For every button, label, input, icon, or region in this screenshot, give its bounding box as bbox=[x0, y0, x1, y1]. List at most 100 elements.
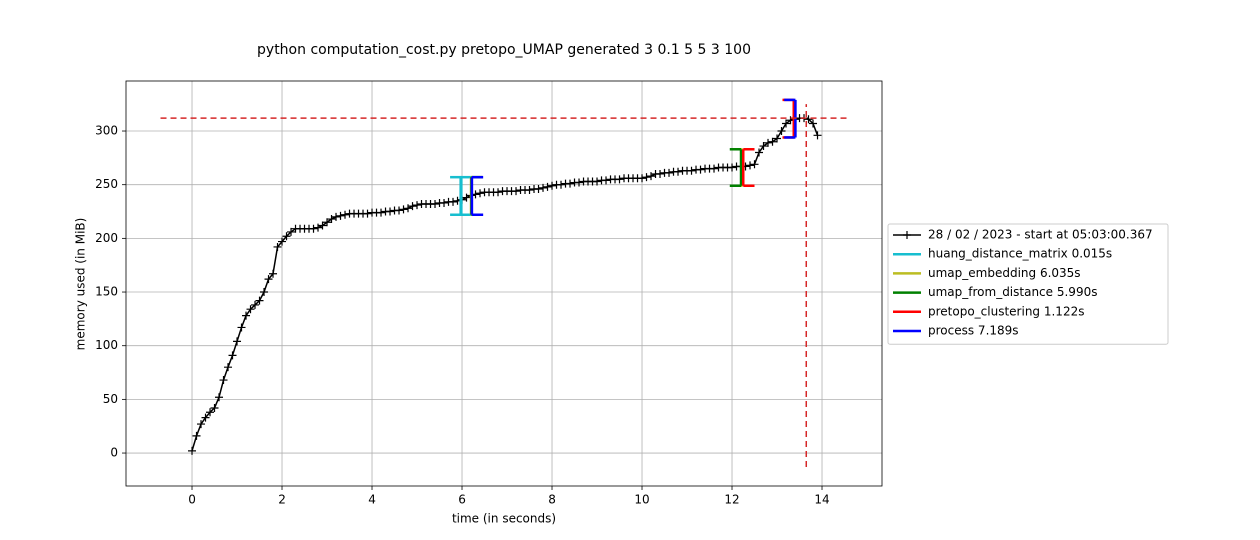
memory-marker bbox=[782, 119, 791, 128]
memory-marker bbox=[750, 160, 759, 169]
memory-marker bbox=[642, 173, 651, 182]
memory-marker bbox=[768, 137, 777, 146]
y-tick-label: 100 bbox=[95, 338, 118, 352]
memory-marker bbox=[197, 420, 206, 429]
memory-marker bbox=[278, 237, 287, 246]
memory-marker bbox=[525, 186, 534, 195]
memory-marker bbox=[395, 206, 404, 215]
memory-marker bbox=[363, 209, 372, 218]
memory-marker bbox=[206, 408, 215, 417]
memory-marker bbox=[710, 164, 719, 173]
y-axis-label: memory used (in MiB) bbox=[74, 218, 88, 351]
memory-marker bbox=[813, 131, 822, 140]
memory-marker bbox=[210, 403, 219, 412]
x-tick-label: 6 bbox=[458, 493, 466, 507]
memory-marker bbox=[593, 177, 602, 186]
memory-marker bbox=[665, 168, 674, 177]
memory-marker bbox=[251, 300, 260, 309]
memory-marker bbox=[777, 127, 786, 136]
memory-marker bbox=[539, 183, 548, 192]
memory-marker bbox=[224, 363, 233, 372]
memory-marker bbox=[377, 208, 386, 217]
memory-marker bbox=[336, 211, 345, 220]
memory-marker bbox=[246, 305, 255, 314]
memory-marker bbox=[237, 323, 246, 332]
memory-marker bbox=[543, 182, 552, 191]
x-tick-label: 10 bbox=[634, 493, 649, 507]
legend-marker bbox=[903, 231, 911, 239]
legend-label: umap_embedding 6.035s bbox=[928, 266, 1081, 280]
y-tick-label: 250 bbox=[95, 177, 118, 191]
memory-marker bbox=[602, 176, 611, 185]
x-tick-label: 2 bbox=[278, 493, 286, 507]
memory-marker bbox=[755, 148, 764, 157]
memory-marker bbox=[413, 201, 422, 210]
memory-marker bbox=[696, 165, 705, 174]
memory-marker bbox=[449, 197, 458, 206]
memory-marker bbox=[219, 376, 228, 385]
memory-marker bbox=[269, 269, 278, 278]
y-tick-label: 150 bbox=[95, 285, 118, 299]
memory-marker bbox=[255, 296, 264, 305]
memory-marker bbox=[201, 413, 210, 422]
memory-marker bbox=[192, 431, 201, 440]
memory-marker bbox=[462, 193, 471, 202]
memory-marker bbox=[318, 221, 327, 230]
memory-marker bbox=[656, 169, 665, 178]
memory-marker bbox=[323, 218, 332, 227]
memory-marker bbox=[215, 393, 224, 402]
memory-marker bbox=[764, 138, 773, 147]
x-tick-label: 12 bbox=[724, 493, 739, 507]
memory-marker bbox=[242, 311, 251, 320]
memory-marker bbox=[534, 184, 543, 193]
legend-label: umap_from_distance 5.990s bbox=[928, 285, 1097, 299]
memory-marker bbox=[728, 163, 737, 172]
chart-title: python computation_cost.py pretopo_UMAP … bbox=[257, 42, 751, 58]
memory-marker bbox=[674, 167, 683, 176]
memory-marker bbox=[431, 200, 440, 209]
legend-label: process 7.189s bbox=[928, 324, 1019, 338]
memory-marker bbox=[260, 288, 269, 297]
memory-marker bbox=[647, 172, 656, 181]
memory-marker bbox=[476, 189, 485, 198]
legend-label: huang_distance_matrix 0.015s bbox=[928, 247, 1112, 261]
y-tick-label: 50 bbox=[103, 392, 118, 406]
y-tick-label: 200 bbox=[95, 231, 118, 245]
memory-marker bbox=[759, 142, 768, 151]
memory-marker bbox=[575, 178, 584, 187]
legend-label: pretopo_clustering 1.122s bbox=[928, 304, 1084, 318]
memory-marker bbox=[282, 232, 291, 241]
memory-marker bbox=[548, 181, 557, 190]
memory-marker bbox=[386, 207, 395, 216]
memory-marker bbox=[687, 166, 696, 175]
y-tick-label: 0 bbox=[110, 446, 118, 460]
memory-marker bbox=[566, 179, 575, 188]
memory-marker bbox=[314, 223, 323, 232]
memory-marker bbox=[404, 204, 413, 213]
memory-marker bbox=[746, 161, 755, 170]
memory-marker bbox=[804, 115, 813, 124]
memory-marker bbox=[440, 198, 449, 207]
memory-marker bbox=[615, 175, 624, 184]
memory-marker bbox=[327, 215, 336, 224]
memory-marker bbox=[408, 202, 417, 211]
memory-marker bbox=[228, 351, 237, 360]
memory-marker bbox=[287, 227, 296, 236]
x-tick-label: 0 bbox=[188, 493, 196, 507]
x-axis-label: time (in seconds) bbox=[452, 512, 556, 526]
plot-frame bbox=[125, 80, 883, 487]
memory-marker bbox=[273, 242, 282, 251]
memory-marker bbox=[557, 180, 566, 189]
x-tick-label: 4 bbox=[368, 493, 376, 507]
memory-marker bbox=[332, 212, 341, 221]
memory-marker bbox=[638, 174, 647, 183]
x-tick-label: 14 bbox=[814, 493, 829, 507]
memory-marker bbox=[233, 337, 242, 346]
memory-marker bbox=[512, 187, 521, 196]
legend-label: 28 / 02 / 2023 - start at 05:03:00.367 bbox=[928, 228, 1153, 242]
y-tick-label: 300 bbox=[95, 124, 118, 138]
memory-marker bbox=[494, 188, 503, 197]
legend-box bbox=[887, 223, 1169, 345]
memory-marker bbox=[309, 224, 318, 233]
